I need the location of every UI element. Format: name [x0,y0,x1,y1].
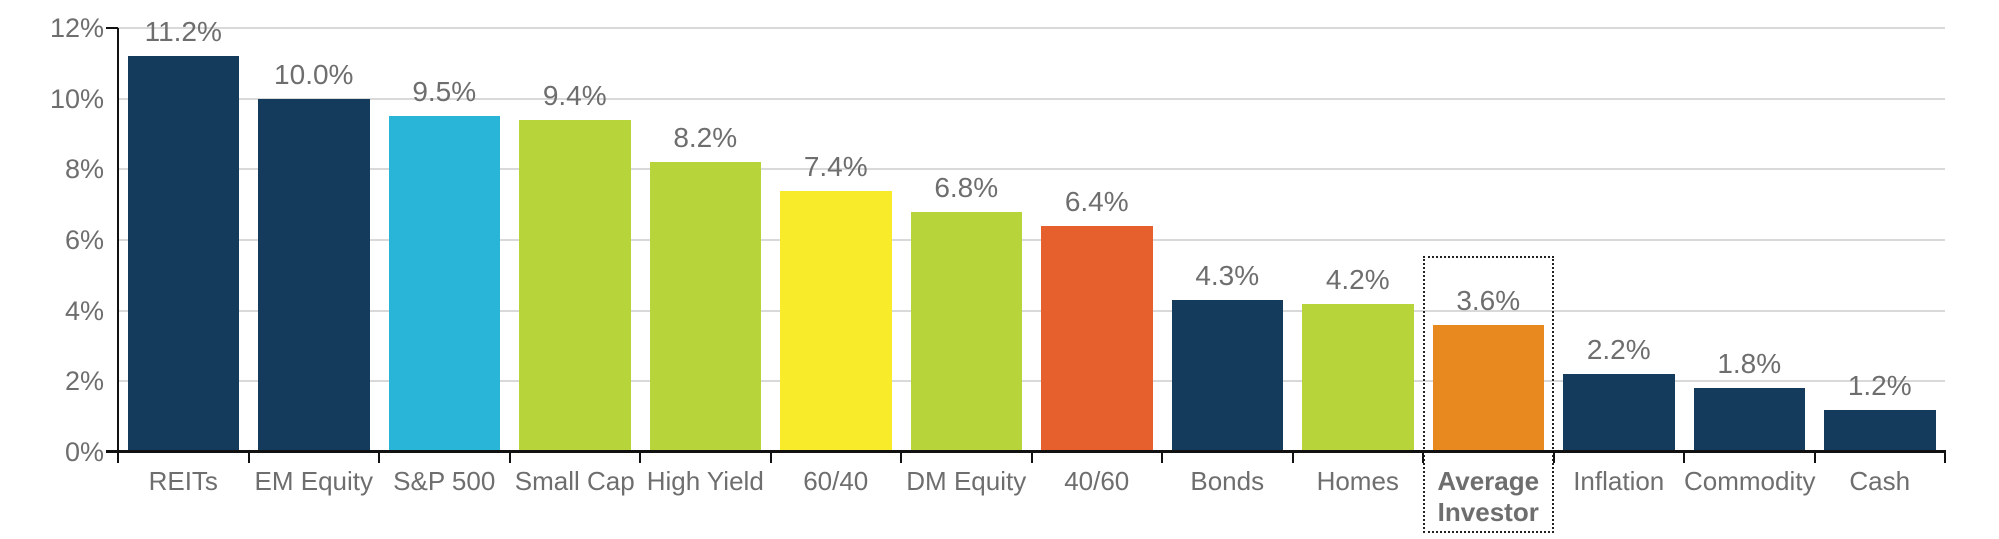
value-label-small-cap: 9.4% [542,79,607,111]
bar-inflation [1563,374,1675,452]
value-label-high-yield: 8.2% [673,122,738,154]
value-label-reits: 11.2% [144,16,222,48]
x-axis-line [106,450,1945,453]
x-axis-tick [1813,450,1816,463]
bar-cash [1824,409,1936,452]
value-label-inflation: 2.2% [1586,334,1651,366]
value-label-em-equity: 10.0% [274,58,354,90]
x-axis-tick [1944,450,1946,463]
bar-small-cap [519,119,631,452]
x-axis-tick [1422,450,1424,463]
category-label-homes: Homes [1316,466,1399,496]
bar-reits [127,56,239,452]
bar-60-40 [780,190,892,452]
bar-s-p-500 [388,116,500,452]
category-label-bonds: Bonds [1190,466,1265,496]
y-axis-label: 12% [49,13,104,43]
x-axis-tick [1683,450,1685,463]
y-axis-label: 2% [64,366,104,397]
category-label-em-equity: EM Equity [254,466,374,496]
category-label-s-p-500: S&P 500 [393,466,496,496]
value-label-cash: 1.2% [1847,369,1912,401]
bar-homes [1302,303,1414,452]
value-label-commodity: 1.8% [1717,348,1782,380]
value-label-homes: 4.2% [1325,263,1390,295]
x-axis-tick [1291,450,1294,463]
gridline-10% [118,97,1945,100]
x-axis-tick [900,450,902,463]
x-axis-tick [769,450,772,463]
value-label-dm-equity: 6.8% [934,171,999,203]
x-axis-tick [247,450,250,463]
category-label-small-cap: Small Cap [514,466,635,496]
category-label-60-40: 60/40 [803,466,869,496]
y-axis-label: 8% [64,154,104,185]
x-axis-tick [1552,450,1555,463]
category-label-average-investor: Average Investor [1437,466,1540,527]
category-label-cash: Cash [1849,466,1911,496]
average-investor-highlight-box [1423,255,1554,533]
category-label-dm-equity: DM Equity [906,466,1027,496]
gridline-4% [118,309,1945,312]
y-axis-top-tick [106,27,118,29]
bar-dm-equity [910,211,1022,452]
y-axis-label: 4% [64,295,104,326]
gridline-6% [118,239,1945,241]
y-axis-line [117,28,119,452]
x-axis-tick [508,450,511,463]
gridline-12% [118,27,1945,29]
y-axis-label: 0% [64,437,104,467]
x-axis-tick [1030,450,1033,463]
x-axis-tick [1161,450,1163,463]
value-label-s-p-500: 9.5% [412,76,477,108]
category-label-high-yield: High Yield [646,466,764,496]
gridline-2% [118,380,1945,383]
bar-bonds [1171,300,1283,452]
value-label-average-investor: 3.6% [1456,284,1521,316]
bar-commodity [1693,388,1805,452]
category-label-inflation: Inflation [1573,466,1665,496]
y-axis-label: 10% [49,83,104,114]
bar-average-investor [1432,324,1544,452]
value-label-60-40: 7.4% [803,150,868,182]
bar-em-equity [258,98,370,452]
x-axis-tick [639,450,641,463]
value-label-bonds: 4.3% [1195,260,1260,292]
category-label-reits: REITs [148,466,218,496]
y-axis-label: 6% [64,225,104,255]
bar-high-yield [649,162,761,452]
bar-40-60 [1041,225,1153,452]
value-label-40-60: 6.4% [1064,185,1129,217]
category-label-40-60: 40/60 [1064,466,1130,496]
category-label-commodity: Commodity [1684,466,1816,496]
x-axis-tick [378,450,380,463]
gridline-8% [118,168,1945,171]
x-axis-tick [117,450,119,463]
